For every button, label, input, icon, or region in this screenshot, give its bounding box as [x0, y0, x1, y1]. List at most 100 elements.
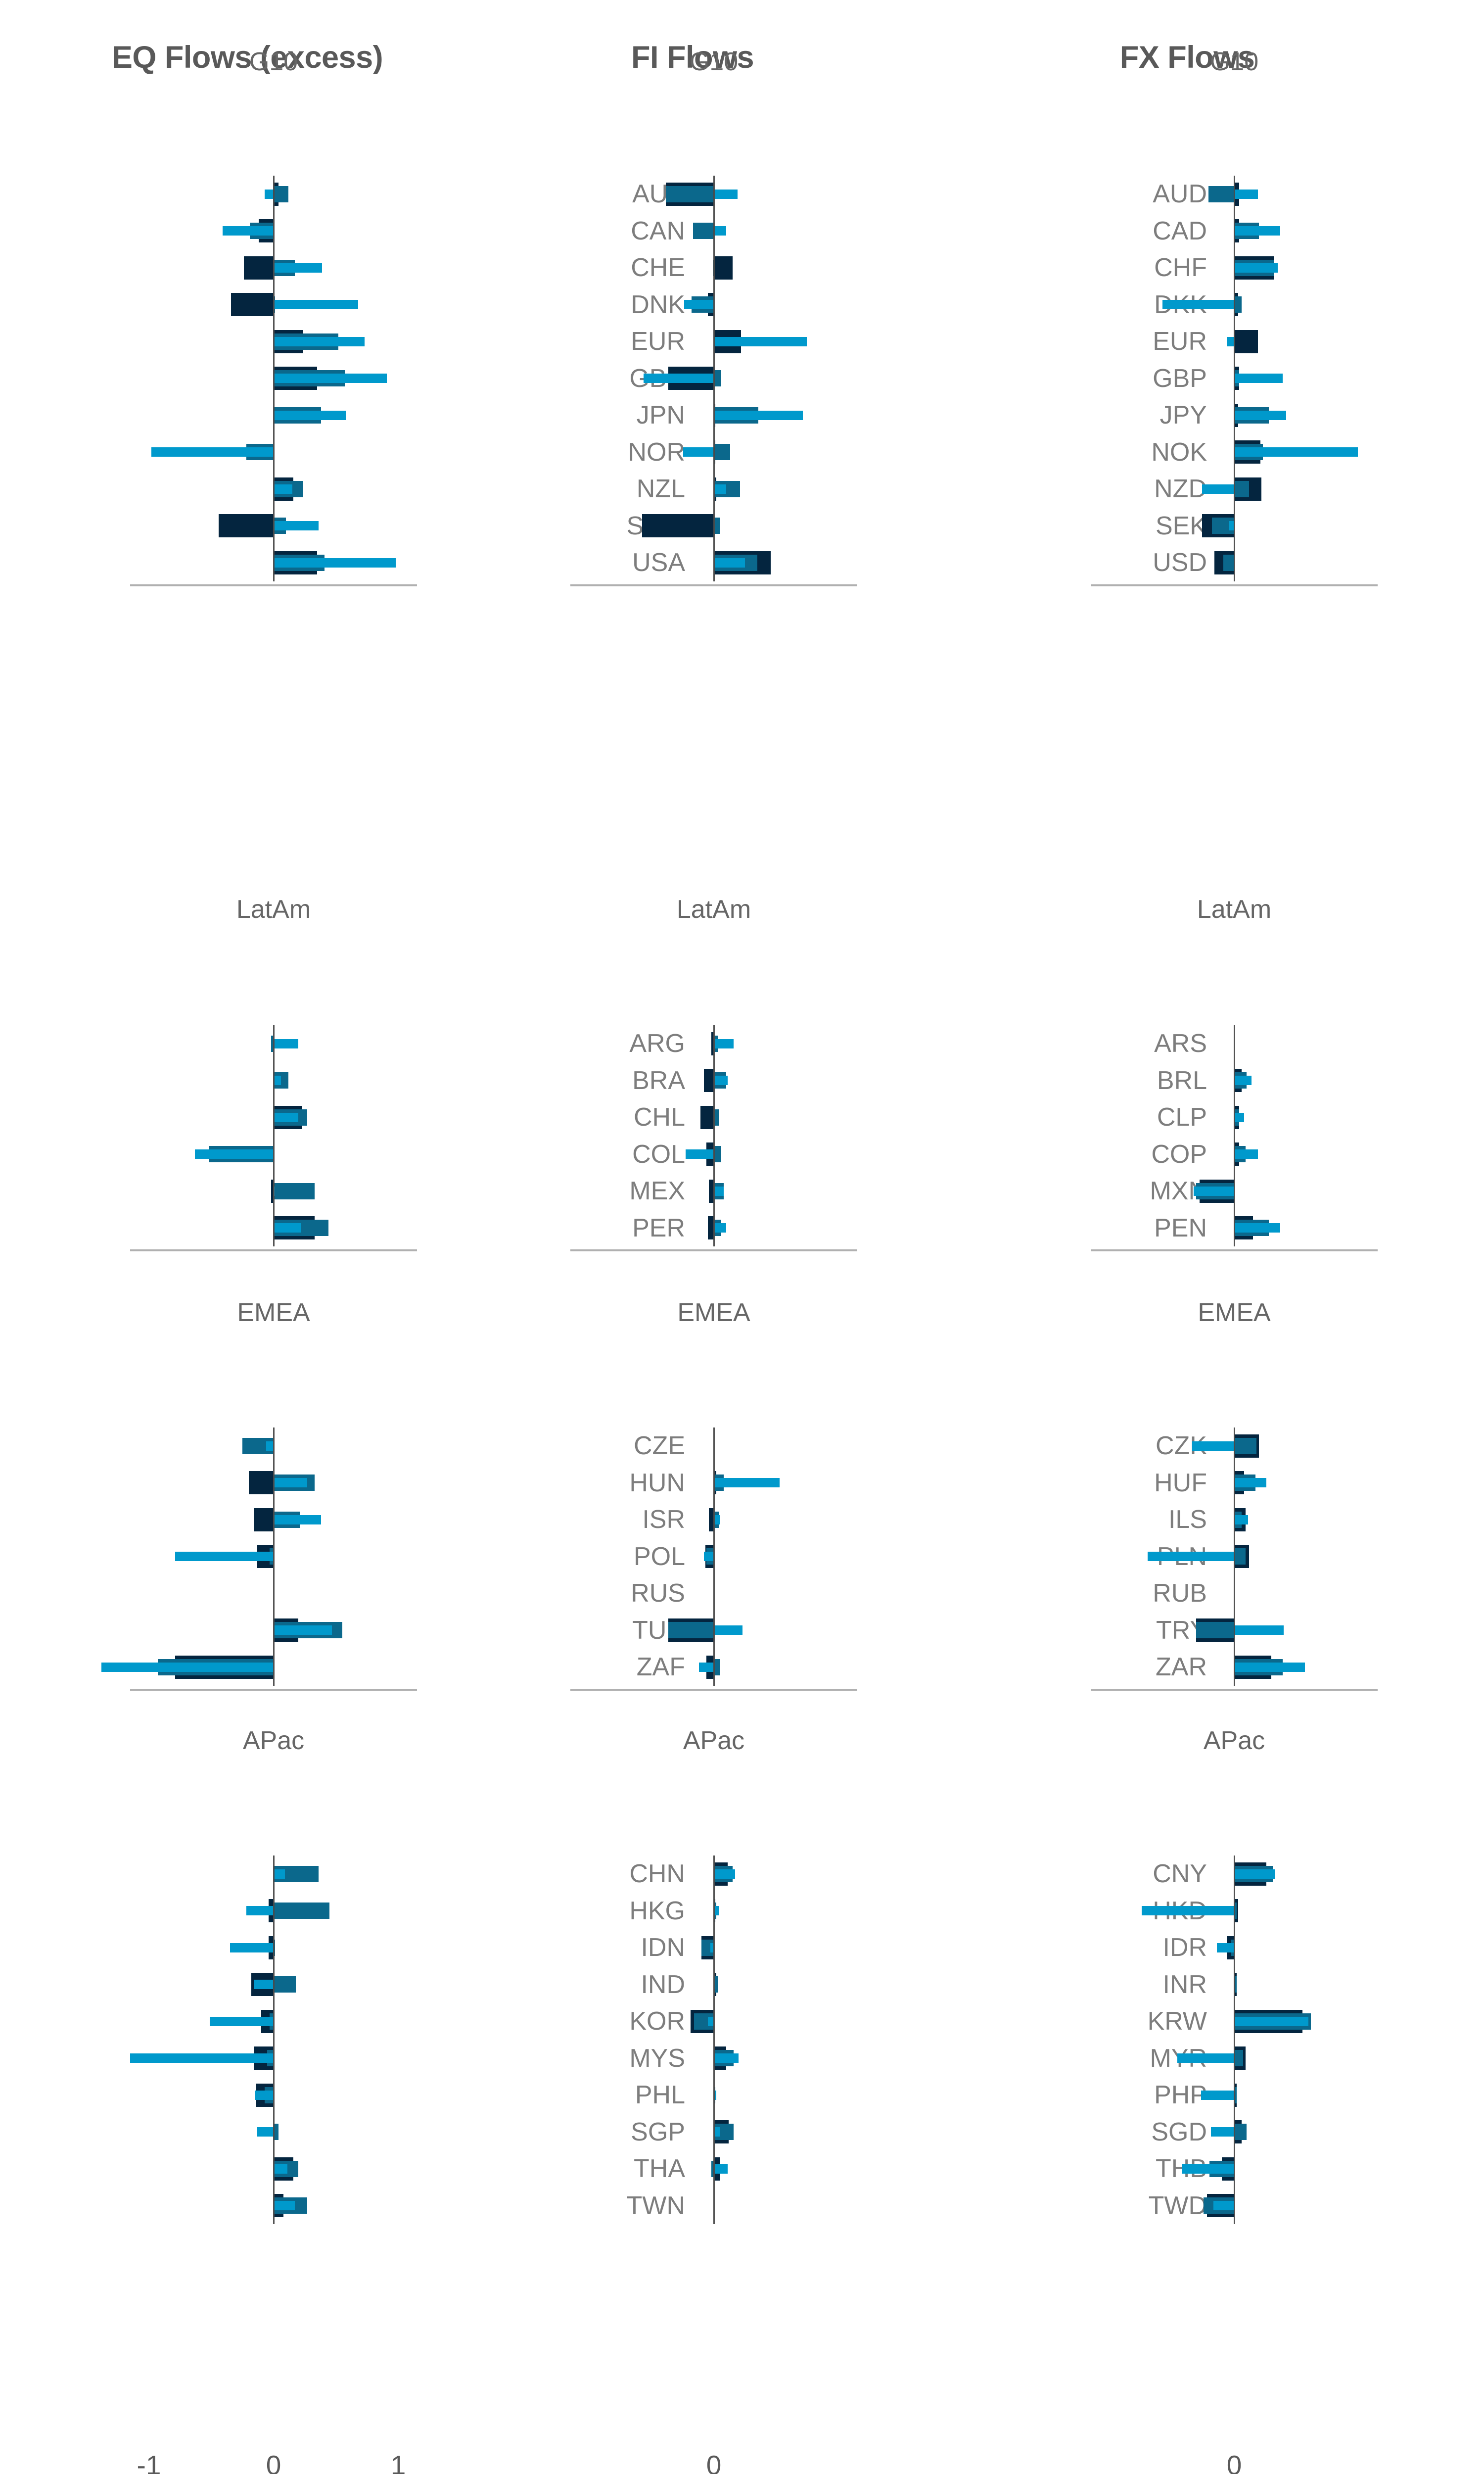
bar-week-czk	[1192, 1441, 1234, 1451]
panel-fx: FX FlowsG10AUDCADCHFDKKEURGBPJPYNOKNZDSE…	[890, 0, 1484, 2474]
bar-month-can	[693, 223, 714, 239]
row-label-can: CAN	[631, 216, 685, 245]
row-label-tha: THA	[634, 2154, 685, 2184]
row-label-rus: RUS	[631, 1579, 685, 1608]
bar-week-pol	[704, 1552, 714, 1562]
bar-week-dnk	[684, 300, 714, 310]
region-label-emea: EMEA	[1198, 1298, 1271, 1327]
bar-month-gbr	[714, 370, 721, 387]
row-label-che: CHE	[631, 253, 685, 283]
bar-month-col	[714, 1146, 721, 1163]
row-label-cop: COP	[1151, 1140, 1207, 1169]
bar-month-tur	[668, 1622, 714, 1639]
bar-week-tur	[714, 1625, 742, 1635]
bar-month-aus	[665, 186, 714, 202]
bar-week-chn	[714, 1869, 735, 1879]
bar-week-hkd	[1141, 1906, 1234, 1916]
region-label-emea: EMEA	[237, 1298, 310, 1327]
bar-month-inr	[1234, 1976, 1237, 1993]
bar-week-che	[274, 263, 323, 273]
bar-week-aus	[714, 189, 738, 199]
bar-month-arg	[271, 1035, 274, 1052]
bar-week-cny	[1234, 1869, 1275, 1879]
bar-week-gbr	[274, 374, 387, 383]
region-label-latam: LatAm	[1197, 895, 1272, 924]
row-label-pen: PEN	[1154, 1213, 1207, 1242]
bar-week-pln	[1148, 1552, 1234, 1562]
region-label-g10: G10	[1209, 48, 1259, 76]
bar-week-phl	[714, 2090, 716, 2100]
section-separator	[1091, 1688, 1378, 1691]
row-label-kor: KOR	[629, 2007, 685, 2036]
panel-title: EQ Flows (excess)	[111, 40, 383, 75]
bar-week-gbr	[643, 374, 714, 383]
bar-week-dkk	[1162, 300, 1234, 310]
bar-week-kor	[210, 2016, 274, 2026]
bar-week-per	[714, 1223, 726, 1233]
row-label-aud: AUD	[1153, 180, 1207, 209]
row-label-per: PER	[632, 1213, 685, 1242]
x-tick-0: 0	[706, 2450, 722, 2474]
panel-title: FX Flows	[1119, 40, 1255, 75]
bar-week-mys	[130, 2053, 274, 2063]
bar-week-nzd	[1202, 484, 1234, 494]
row-label-nok: NOK	[1151, 437, 1207, 467]
bar-week-dnk	[274, 300, 359, 310]
x-tick-neg1: -1	[137, 2450, 161, 2474]
row-label-clp: CLP	[1157, 1103, 1207, 1132]
region-label-latam: LatAm	[676, 895, 751, 924]
panel-eq: EQ Flows (excess) G10 LatAm EMEA APac -1 0 1	[0, 0, 495, 2474]
row-label-hun: HUN	[629, 1468, 685, 1497]
row-label-krw: KRW	[1147, 2007, 1207, 2036]
row-label-sgd: SGD	[1151, 2117, 1207, 2146]
bar-month-aud	[1208, 186, 1234, 202]
bar-week-sgp	[714, 2127, 720, 2137]
bar-quarter-chl	[700, 1105, 714, 1129]
region-label-apac: APac	[1203, 1726, 1265, 1755]
bar-month-ind	[274, 1976, 296, 1993]
row-label-huf: HUF	[1154, 1468, 1207, 1497]
bar-month-sgp	[274, 2124, 279, 2141]
bar-week-tha	[274, 2164, 287, 2174]
x-tick-0: 0	[266, 2450, 281, 2474]
row-label-nzl: NZL	[636, 475, 685, 504]
row-label-twd: TWD	[1148, 2191, 1207, 2220]
row-label-inr: INR	[1162, 1970, 1207, 1999]
bar-quarter-swe	[219, 514, 274, 538]
row-label-bra: BRA	[632, 1066, 685, 1095]
row-label-chf: CHF	[1154, 253, 1207, 283]
row-label-twn: TWN	[626, 2191, 685, 2220]
row-label-sek: SEK	[1155, 511, 1207, 540]
bar-month-aus	[274, 186, 289, 202]
bar-month-che	[712, 259, 714, 276]
bar-week-cad	[1234, 226, 1280, 236]
bar-quarter-hun	[248, 1471, 274, 1495]
bar-month-hkd	[1234, 1903, 1237, 1919]
bar-week-clp	[1234, 1112, 1244, 1122]
bar-month-myr	[1234, 2050, 1243, 2067]
bar-week-phl	[255, 2090, 274, 2100]
bar-month-nor	[714, 444, 730, 461]
bar-quarter-isr	[253, 1508, 274, 1531]
bar-month-hkg	[274, 1903, 330, 1919]
section-separator	[570, 584, 857, 586]
bar-month-usd	[1223, 554, 1234, 571]
bar-week-hkg	[714, 1906, 719, 1916]
section-separator	[1091, 584, 1378, 586]
bar-week-gbp	[1234, 374, 1283, 383]
region-label-g10: G10	[689, 48, 739, 76]
section-separator	[130, 1688, 417, 1691]
row-label-mex: MEX	[629, 1177, 685, 1206]
row-label-nor: NOR	[628, 437, 685, 467]
bar-week-thb	[1182, 2164, 1234, 2174]
bar-week-hkg	[246, 1906, 274, 1916]
section-separator	[570, 1688, 857, 1691]
bar-month-chl	[714, 1109, 719, 1126]
bar-week-eur	[274, 336, 365, 346]
region-label-latam: LatAm	[236, 895, 311, 924]
row-label-jpn: JPN	[636, 401, 685, 430]
bar-week-php	[1201, 2090, 1234, 2100]
row-label-col: COL	[632, 1140, 685, 1169]
bar-week-chl	[274, 1112, 299, 1122]
row-label-arg: ARG	[629, 1029, 685, 1058]
